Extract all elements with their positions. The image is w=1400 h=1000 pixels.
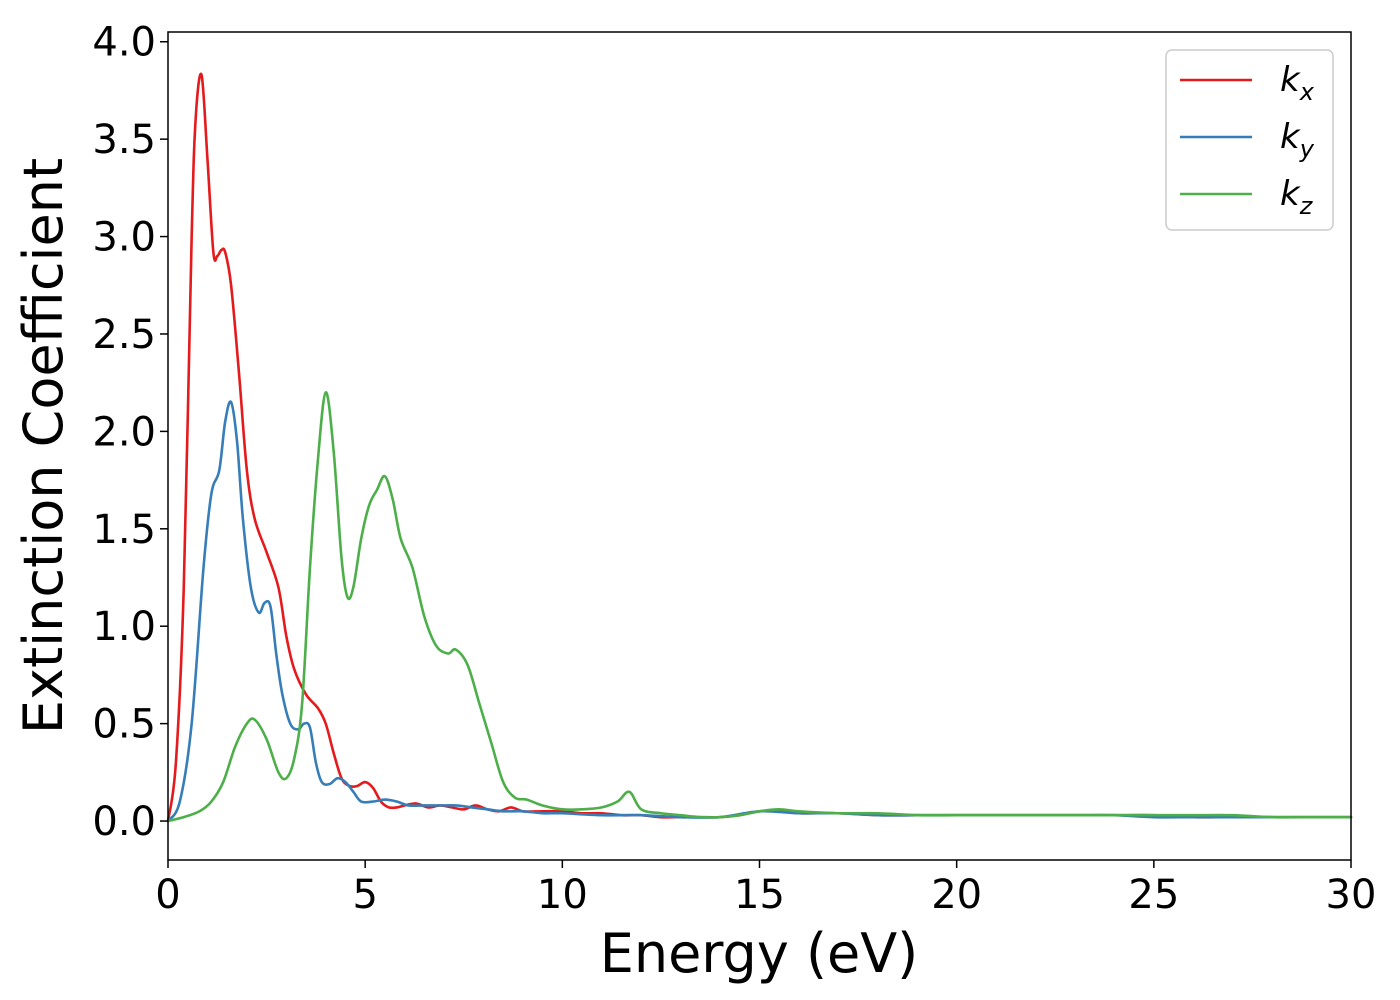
y-axis-ticks: 0.0 0.5 1.0 1.5 2.0 2.5 3.0 3.5 4.0: [92, 20, 168, 845]
legend-label-subscript: y: [1299, 135, 1315, 163]
legend-label-base: k: [1280, 60, 1301, 100]
y-tick-label: 0.5: [92, 702, 156, 748]
legend-box: [1165, 49, 1334, 231]
x-tick-label: 10: [537, 872, 588, 918]
x-axis-label: Energy (eV): [600, 922, 919, 985]
x-axis-ticks: 0 5 10 15 20 25 30: [155, 860, 1376, 918]
y-tick-label: 0.0: [92, 799, 156, 845]
series-layer: [166, 72, 1353, 823]
y-tick-label: 1.5: [92, 507, 156, 553]
y-tick-label: 1.0: [92, 604, 156, 650]
legend-label-ky: ky: [1280, 117, 1315, 163]
legend-label-base: k: [1280, 174, 1301, 214]
y-axis-label: Extinction Coefficient: [12, 158, 75, 734]
y-tick-label: 4.0: [92, 20, 156, 66]
x-tick-label: 20: [931, 872, 982, 918]
legend-label-kx: kx: [1280, 60, 1315, 106]
series-line-kz: [166, 391, 1353, 823]
y-tick-label: 3.0: [92, 215, 156, 261]
x-tick-label: 25: [1128, 872, 1179, 918]
y-tick-label: 2.0: [92, 409, 156, 455]
x-tick-label: 15: [734, 872, 785, 918]
x-tick-label: 30: [1326, 872, 1377, 918]
legend-label-kz: kz: [1280, 174, 1314, 220]
legend-label-base: k: [1280, 117, 1301, 157]
y-tick-label: 2.5: [92, 312, 156, 358]
legend-label-subscript: x: [1299, 78, 1315, 106]
y-tick-label: 3.5: [92, 117, 156, 163]
x-tick-label: 5: [352, 872, 377, 918]
legend-label-subscript: z: [1299, 192, 1314, 220]
x-tick-label: 0: [155, 872, 180, 918]
